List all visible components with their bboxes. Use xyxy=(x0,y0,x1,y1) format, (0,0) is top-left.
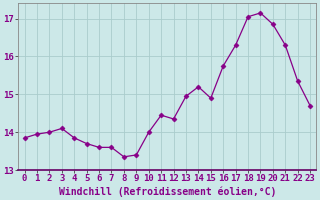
X-axis label: Windchill (Refroidissement éolien,°C): Windchill (Refroidissement éolien,°C) xyxy=(59,186,276,197)
